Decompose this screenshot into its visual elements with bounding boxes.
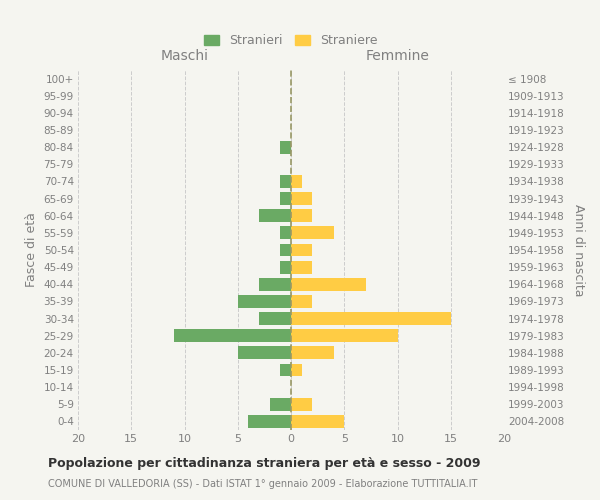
Bar xyxy=(238,295,291,308)
Bar xyxy=(280,244,291,256)
Bar xyxy=(248,415,291,428)
Bar xyxy=(238,346,291,360)
Y-axis label: Fasce di età: Fasce di età xyxy=(25,212,38,288)
Bar xyxy=(280,364,291,376)
Bar xyxy=(291,226,334,239)
Bar xyxy=(291,192,313,205)
Bar xyxy=(291,364,302,376)
Text: Maschi: Maschi xyxy=(161,49,209,63)
Bar xyxy=(291,346,334,360)
Bar xyxy=(280,192,291,205)
Text: Femmine: Femmine xyxy=(365,49,430,63)
Bar xyxy=(270,398,291,410)
Bar xyxy=(291,210,313,222)
Bar xyxy=(291,295,313,308)
Text: Popolazione per cittadinanza straniera per età e sesso - 2009: Popolazione per cittadinanza straniera p… xyxy=(48,458,481,470)
Bar xyxy=(174,330,291,342)
Text: COMUNE DI VALLEDORIA (SS) - Dati ISTAT 1° gennaio 2009 - Elaborazione TUTTITALIA: COMUNE DI VALLEDORIA (SS) - Dati ISTAT 1… xyxy=(48,479,478,489)
Bar xyxy=(280,226,291,239)
Bar xyxy=(259,210,291,222)
Bar xyxy=(259,278,291,290)
Bar xyxy=(291,398,313,410)
Bar xyxy=(280,140,291,153)
Bar xyxy=(291,278,365,290)
Bar xyxy=(291,312,451,325)
Bar xyxy=(291,244,313,256)
Bar xyxy=(291,260,313,274)
Bar xyxy=(280,260,291,274)
Y-axis label: Anni di nascita: Anni di nascita xyxy=(572,204,585,296)
Bar xyxy=(291,330,398,342)
Bar xyxy=(291,415,344,428)
Bar xyxy=(280,175,291,188)
Legend: Stranieri, Straniere: Stranieri, Straniere xyxy=(199,30,383,52)
Bar xyxy=(259,312,291,325)
Bar xyxy=(291,175,302,188)
